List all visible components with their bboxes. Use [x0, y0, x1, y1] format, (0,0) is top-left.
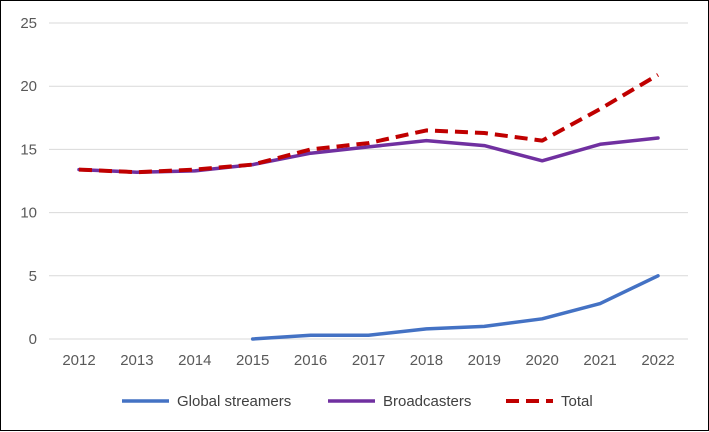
legend: Global streamers Broadcasters Total	[122, 393, 593, 410]
y-tick-label: 5	[29, 268, 37, 285]
x-tick-label: 2016	[294, 352, 327, 369]
gridlines	[49, 22, 688, 340]
x-tick-label: 2018	[410, 352, 443, 369]
x-tick-label: 2012	[62, 352, 95, 369]
x-tick-label: 2021	[583, 352, 616, 369]
x-tick-label: 2014	[178, 352, 211, 369]
x-tick-label: 2015	[236, 352, 269, 369]
y-tick-label: 15	[20, 141, 37, 158]
legend-label-broadcasters: Broadcasters	[383, 393, 471, 410]
x-axis-ticks: 2012 2013 2014 2015 2016 2017 2018 2019 2020 2021…	[62, 352, 674, 369]
series-line-broadcasters	[77, 136, 660, 174]
x-tick-label: 2017	[352, 352, 385, 369]
series-line-total	[78, 73, 660, 175]
x-tick-label: 2022	[641, 352, 674, 369]
y-tick-label: 20	[20, 78, 37, 95]
y-tick-label: 0	[29, 331, 37, 348]
series-lines	[77, 73, 660, 341]
legend-label-global-streamers: Global streamers	[177, 393, 291, 410]
legend-label-total: Total	[561, 393, 593, 410]
x-tick-label: 2013	[120, 352, 153, 369]
series-line-global-streamers	[250, 274, 660, 341]
x-tick-label: 2019	[468, 352, 501, 369]
x-tick-label: 2020	[526, 352, 559, 369]
y-tick-label: 10	[20, 205, 37, 222]
y-tick-label: 25	[20, 15, 37, 32]
y-axis-ticks: 0 5 10 15 20 25	[20, 15, 37, 348]
